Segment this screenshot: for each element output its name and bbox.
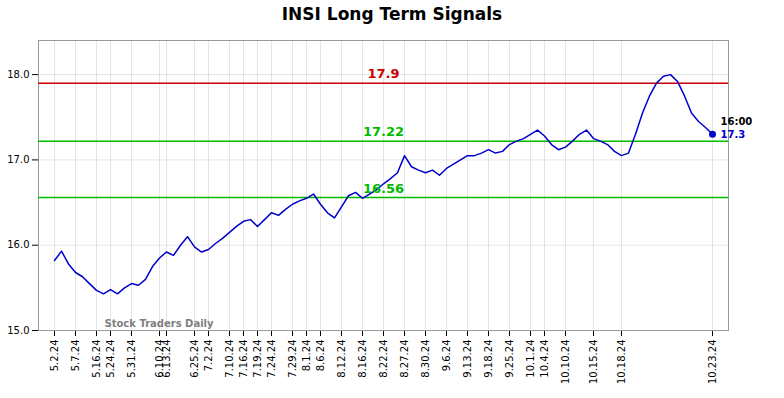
svg-text:5.16.24: 5.16.24 <box>91 340 102 378</box>
svg-text:7.19.24: 7.19.24 <box>252 340 263 378</box>
svg-text:5.24.24: 5.24.24 <box>105 340 116 378</box>
svg-text:18.0: 18.0 <box>7 69 29 80</box>
svg-text:6.25.24: 6.25.24 <box>189 340 200 378</box>
svg-text:6.10.24: 6.10.24 <box>153 339 165 378</box>
svg-text:17.0: 17.0 <box>7 154 29 165</box>
svg-text:7.29.24: 7.29.24 <box>287 340 298 378</box>
svg-text:5.31.24: 5.31.24 <box>126 340 137 378</box>
svg-text:8.16.24: 8.16.24 <box>357 340 368 378</box>
svg-text:17.22: 17.22 <box>363 124 404 139</box>
svg-text:17.3: 17.3 <box>721 129 746 140</box>
svg-text:5.7.24: 5.7.24 <box>70 340 81 372</box>
svg-text:7.24.24: 7.24.24 <box>266 340 277 378</box>
html-text:INSI Long Term Signals: INSI Long Term Signals <box>281 4 503 24</box>
svg-text:7.16.24: 7.16.24 <box>238 340 249 378</box>
svg-text:6.13.24: 6.13.24 <box>161 340 172 378</box>
svg-text:8.22.24: 8.22.24 <box>378 340 389 378</box>
svg-text:10.23.24: 10.23.24 <box>707 340 718 385</box>
svg-text:16.56: 16.56 <box>363 181 404 196</box>
svg-text:10.18.24: 10.18.24 <box>616 340 627 385</box>
svg-text:8.12.24: 8.12.24 <box>336 340 347 378</box>
svg-text:8.1.24: 8.1.24 <box>301 340 312 372</box>
svg-text:5.2.24: 5.2.24 <box>49 340 60 372</box>
svg-text:10.15.24: 10.15.24 <box>588 340 599 385</box>
svg-text:17.9: 17.9 <box>367 66 399 81</box>
svg-text:7.10.24: 7.10.24 <box>224 340 235 378</box>
svg-text:8.30.24: 8.30.24 <box>420 340 431 378</box>
svg-text:7.2.24: 7.2.24 <box>203 340 214 372</box>
svg-text:10.4.24: 10.4.24 <box>539 340 550 378</box>
svg-text:15.0: 15.0 <box>7 325 29 336</box>
svg-text:9.6.24: 9.6.24 <box>441 340 452 372</box>
svg-text:9.13.24: 9.13.24 <box>462 340 473 378</box>
svg-text:9.18.24: 9.18.24 <box>483 340 494 378</box>
svg-text:8.27.24: 8.27.24 <box>399 340 410 378</box>
svg-text:9.25.24: 9.25.24 <box>504 340 515 378</box>
svg-text:Stock Traders Daily: Stock Traders Daily <box>105 318 215 329</box>
svg-text:8.6.24: 8.6.24 <box>315 340 326 372</box>
svg-text:10.10.24: 10.10.24 <box>560 340 571 385</box>
svg-text:16.0: 16.0 <box>7 239 29 250</box>
svg-text:16:00: 16:00 <box>721 116 753 127</box>
svg-text:10.1.24: 10.1.24 <box>525 340 536 378</box>
